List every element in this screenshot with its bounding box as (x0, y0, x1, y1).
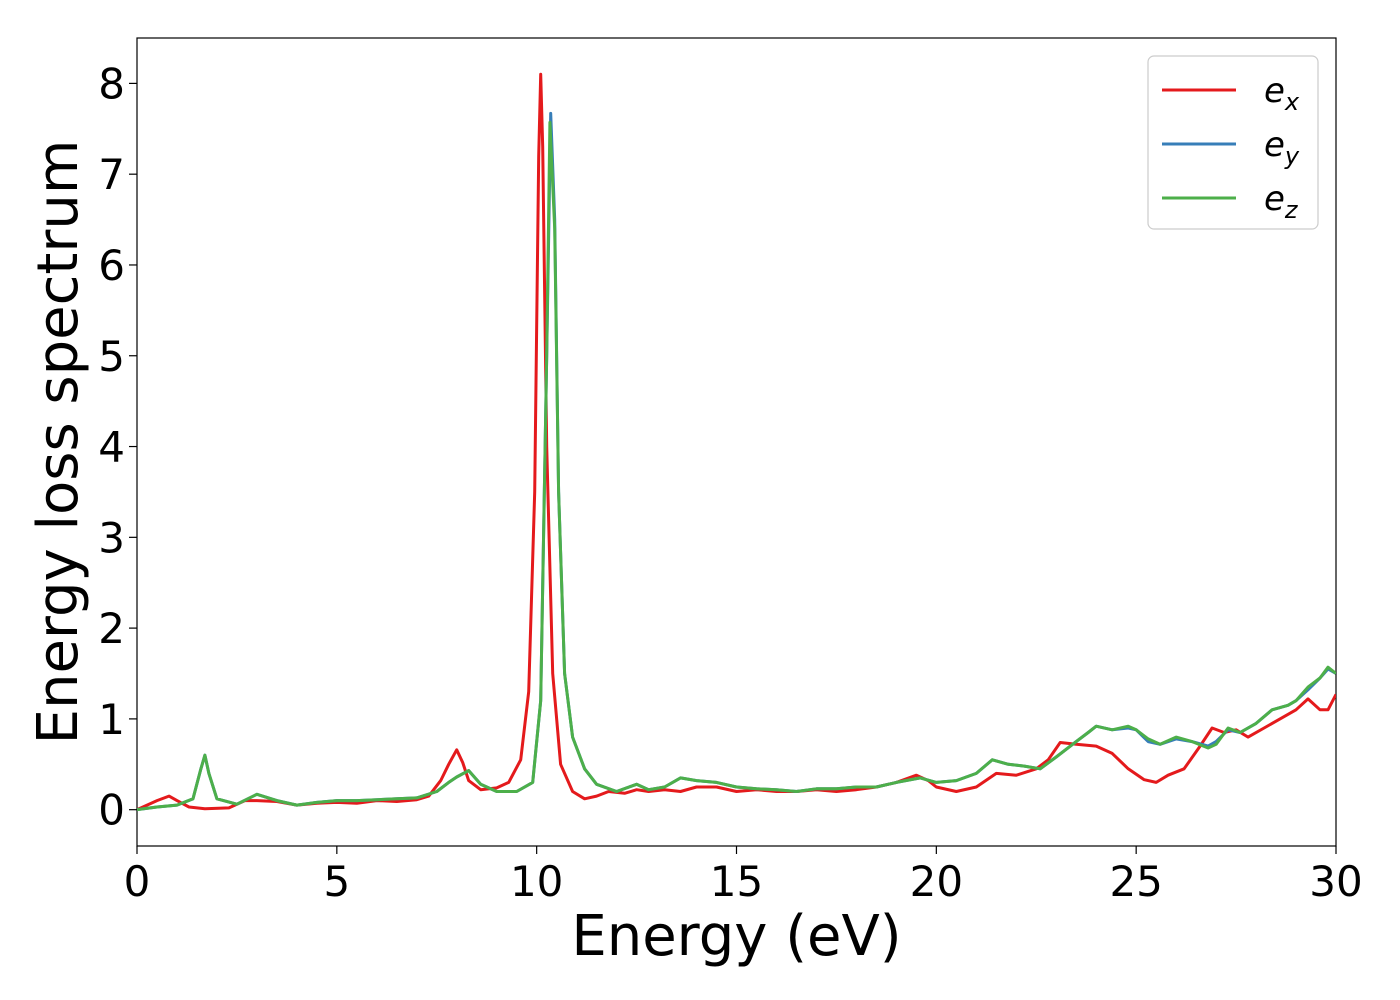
y-tick-label: 6 (98, 241, 125, 290)
y-axis-ticks: 0 1 2 3 4 5 6 7 8 (98, 59, 137, 835)
y-tick-label: 0 (98, 786, 125, 835)
x-tick-label: 15 (710, 857, 763, 906)
y-axis-title: Energy loss spectrum (26, 140, 91, 745)
x-tick-label: 30 (1309, 857, 1362, 906)
legend-label-e-z: ez (1264, 179, 1299, 224)
y-tick-label: 1 (98, 695, 125, 744)
x-axis-title: Energy (eV) (571, 904, 901, 969)
x-tick-label: 10 (510, 857, 563, 906)
y-tick-label: 7 (98, 150, 125, 199)
y-tick-label: 4 (98, 423, 125, 472)
y-tick-label: 5 (98, 332, 125, 381)
plot-area (136, 37, 1337, 847)
x-tick-label: 25 (1109, 857, 1162, 906)
x-axis-ticks: 0 5 10 15 20 25 30 (124, 846, 1363, 906)
y-tick-label: 3 (98, 513, 125, 562)
series-layer (137, 72, 1336, 812)
x-tick-label: 0 (124, 857, 151, 906)
legend-label-e-y: ey (1264, 125, 1300, 170)
plot-frame (136, 37, 1337, 847)
x-tick-label: 20 (910, 857, 963, 906)
series-line-e-z (137, 120, 1336, 812)
y-tick-label: 8 (98, 59, 125, 108)
x-tick-label: 5 (323, 857, 350, 906)
series-line-e-x (137, 72, 1336, 812)
legend: ex ey ez (1147, 55, 1319, 230)
legend-label-e-x: ex (1264, 71, 1300, 116)
y-tick-label: 2 (98, 604, 125, 653)
